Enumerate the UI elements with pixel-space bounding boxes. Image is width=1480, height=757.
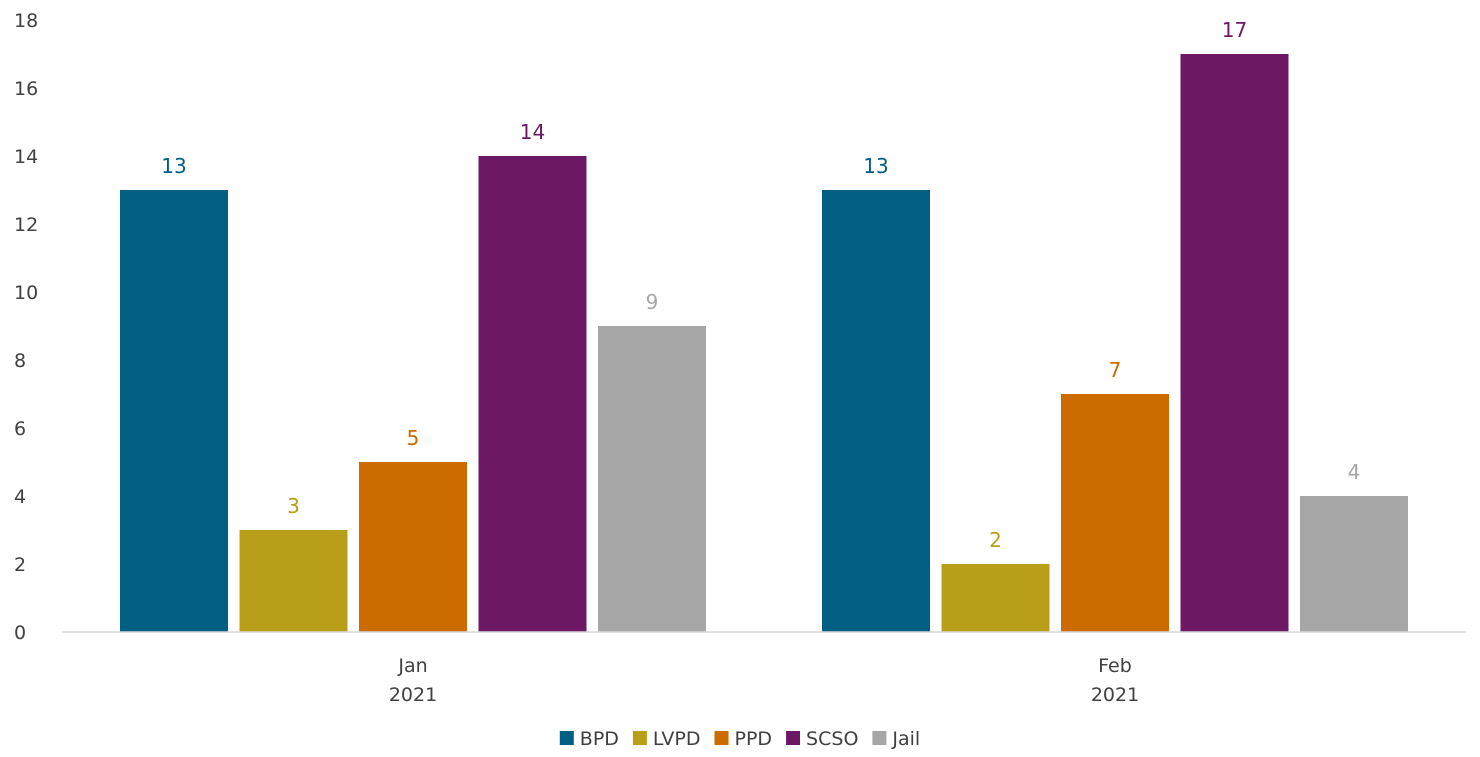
x-tick-label-year: 2021 — [389, 684, 437, 706]
legend-item-jail: Jail — [872, 728, 920, 750]
y-tick-label: 18 — [14, 10, 38, 32]
legend-swatch — [872, 731, 887, 745]
data-label: 17 — [1222, 18, 1247, 42]
legend-item-ppd: PPD — [714, 728, 773, 750]
legend-item-bpd: BPD — [559, 728, 619, 750]
bar-lvpd — [239, 530, 348, 632]
bar-lvpd — [941, 564, 1050, 632]
bar-scso — [1180, 54, 1289, 632]
legend-swatch — [786, 731, 801, 745]
bar-jail — [1300, 496, 1408, 632]
y-tick-label: 16 — [14, 78, 38, 100]
bar-ppd — [1061, 394, 1169, 632]
y-tick-label: 8 — [14, 350, 26, 372]
data-label: 13 — [863, 154, 888, 178]
legend-label: PPD — [735, 728, 773, 750]
data-label: 4 — [1348, 460, 1361, 484]
y-tick-label: 6 — [14, 418, 26, 440]
legend-item-lvpd: LVPD — [632, 728, 701, 750]
y-axis: 0 2 4 6 8 10 12 14 16 18 — [14, 10, 38, 644]
legend-item-scso: SCSO — [786, 728, 858, 750]
bar-scso — [478, 156, 587, 632]
legend-label: Jail — [891, 728, 920, 750]
y-tick-label: 2 — [14, 554, 26, 576]
data-label: 13 — [161, 154, 186, 178]
legend-swatch — [632, 731, 647, 745]
x-tick-label: Feb — [1098, 655, 1132, 677]
bar-jail — [598, 326, 706, 632]
y-tick-label: 12 — [14, 214, 38, 236]
bar-ppd — [359, 462, 467, 632]
x-tick-label-year: 2021 — [1091, 684, 1139, 706]
y-tick-label: 0 — [14, 622, 26, 644]
y-tick-label: 14 — [14, 146, 38, 168]
bars — [120, 54, 1408, 632]
y-tick-label: 4 — [14, 486, 26, 508]
data-label: 5 — [407, 426, 420, 450]
legend: BPD LVPD PPD SCSO Jail — [559, 728, 920, 750]
data-label: 7 — [1109, 358, 1122, 382]
y-tick-label: 10 — [14, 282, 38, 304]
legend-swatch — [714, 731, 729, 745]
legend-label: BPD — [580, 728, 619, 750]
data-label: 2 — [989, 528, 1002, 552]
x-axis: Jan 2021 Feb 2021 — [389, 655, 1139, 706]
data-label: 9 — [646, 290, 659, 314]
data-labels: 13 3 5 14 9 13 2 7 17 4 — [161, 18, 1360, 552]
x-tick-label: Jan — [397, 655, 427, 677]
bar-bpd — [120, 190, 228, 632]
legend-label: LVPD — [653, 728, 701, 750]
data-label: 3 — [287, 494, 300, 518]
data-label: 14 — [520, 120, 545, 144]
legend-label: SCSO — [806, 728, 858, 750]
legend-swatch — [559, 731, 574, 745]
bar-bpd — [822, 190, 930, 632]
